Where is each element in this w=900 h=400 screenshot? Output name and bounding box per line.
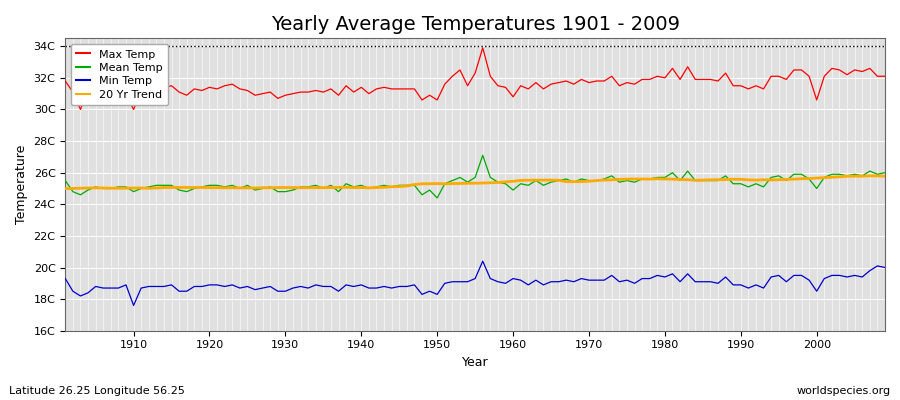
Title: Yearly Average Temperatures 1901 - 2009: Yearly Average Temperatures 1901 - 2009 — [271, 15, 680, 34]
X-axis label: Year: Year — [462, 356, 489, 369]
Y-axis label: Temperature: Temperature — [15, 145, 28, 224]
Text: worldspecies.org: worldspecies.org — [796, 386, 891, 396]
Text: Latitude 26.25 Longitude 56.25: Latitude 26.25 Longitude 56.25 — [9, 386, 184, 396]
Legend: Max Temp, Mean Temp, Min Temp, 20 Yr Trend: Max Temp, Mean Temp, Min Temp, 20 Yr Tre… — [71, 44, 167, 106]
